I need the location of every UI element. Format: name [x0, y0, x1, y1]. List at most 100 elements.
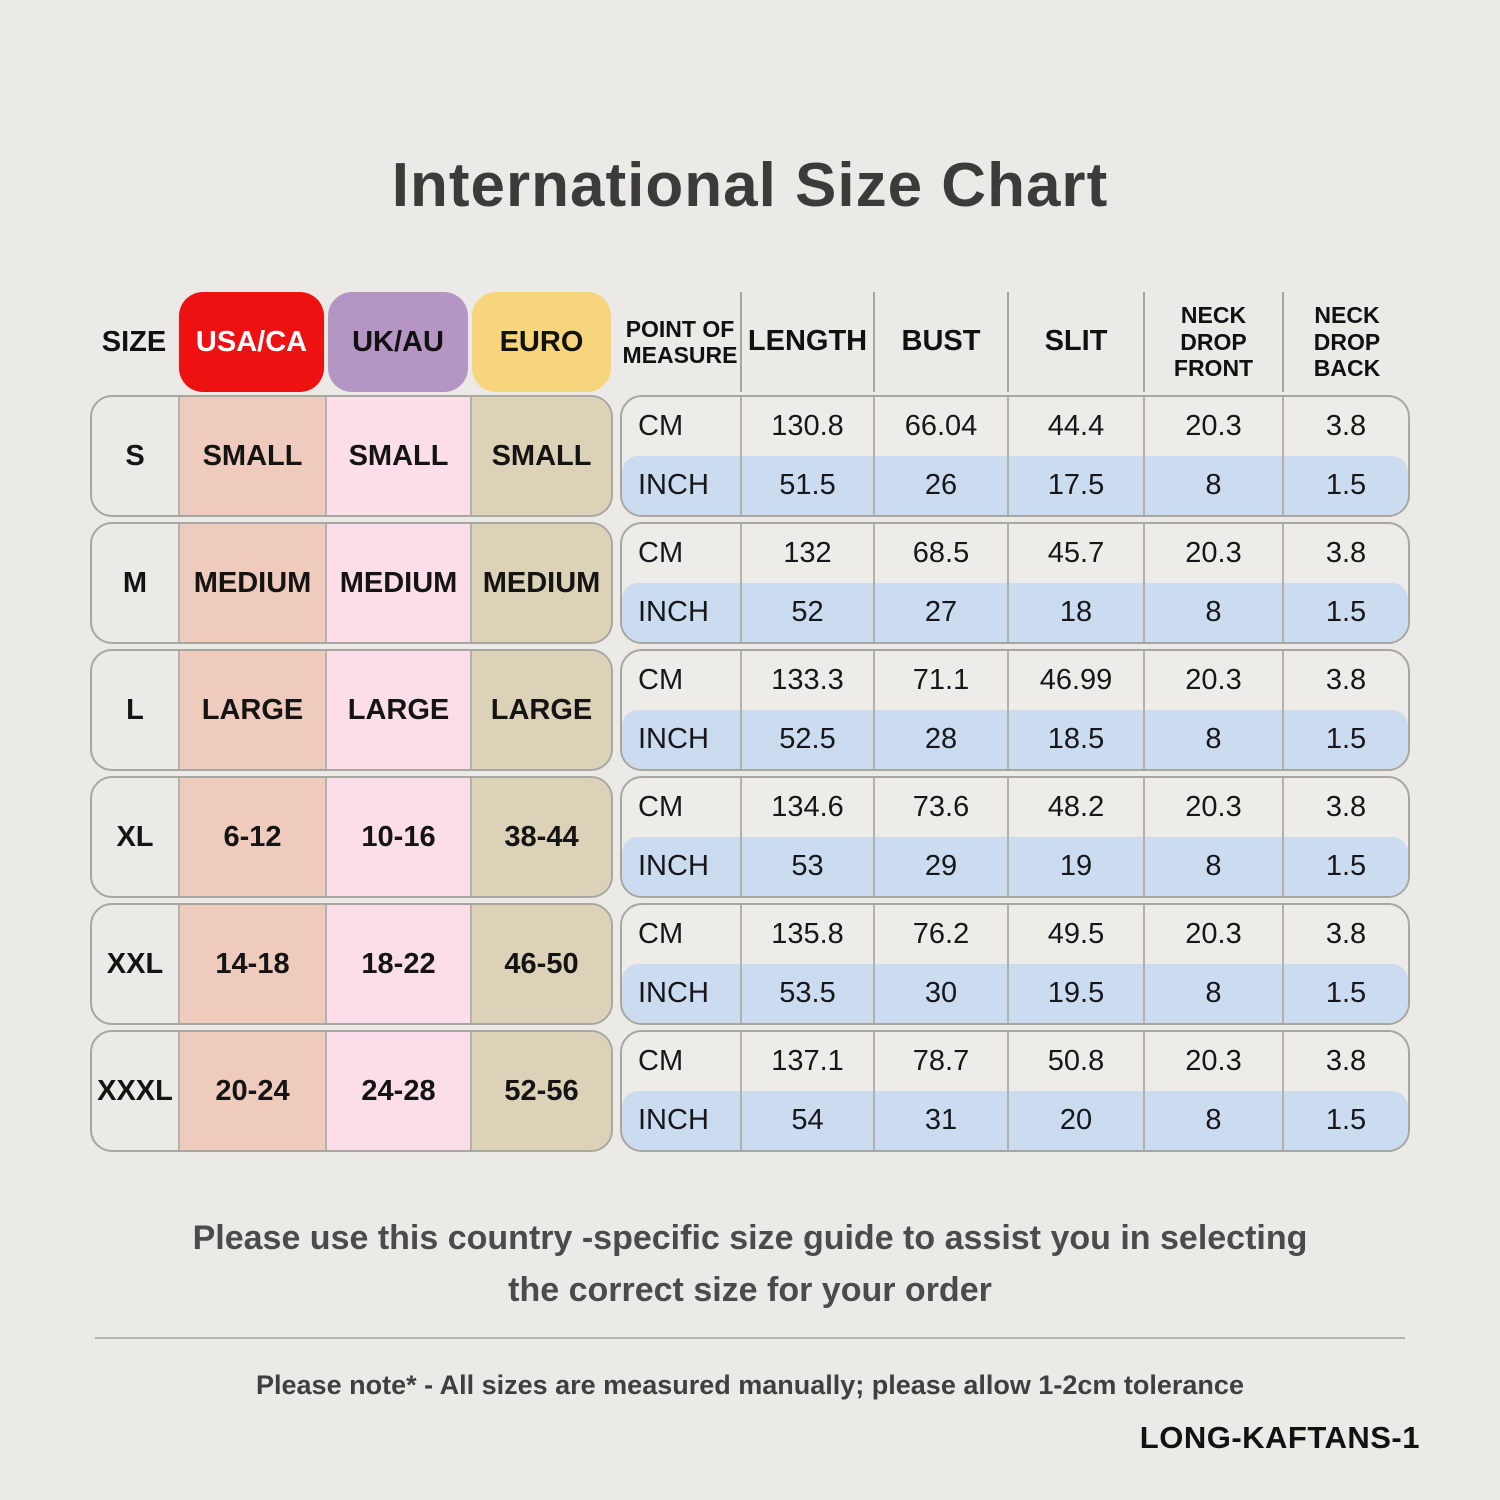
uk-value: LARGE: [325, 651, 470, 769]
neck-drop-back-header: NECK DROP BACK: [1282, 292, 1410, 392]
country-guide-note-line2: the correct size for your order: [508, 1271, 992, 1309]
inch-row: INCH 53.5 30 19.5 8 1.5: [622, 964, 1408, 1023]
neck-drop-front-value: 8: [1143, 710, 1282, 769]
uk-value: SMALL: [325, 397, 470, 515]
neck-drop-front-value: 20.3: [1143, 778, 1282, 837]
uk-value: MEDIUM: [325, 524, 470, 642]
cm-row: CM 130.8 66.04 44.4 20.3 3.8: [622, 397, 1408, 456]
length-value: 53: [740, 837, 873, 896]
size-row-l: L LARGE LARGE LARGE: [90, 649, 613, 771]
footer-divider: [95, 1337, 1405, 1339]
measure-group-xxl: CM 135.8 76.2 49.5 20.3 3.8 INCH 53.5 30…: [620, 903, 1410, 1025]
tolerance-note: Please note* - All sizes are measured ma…: [256, 1370, 1244, 1400]
cm-row: CM 137.1 78.7 50.8 20.3 3.8: [622, 1032, 1408, 1091]
size-row-xxl: XXL 14-18 18-22 46-50: [90, 903, 613, 1025]
size-row-s: S SMALL SMALL SMALL: [90, 395, 613, 517]
slit-value: 20: [1007, 1091, 1143, 1150]
bust-value: 29: [873, 837, 1007, 896]
page-title: International Size Chart: [391, 151, 1109, 220]
length-value: 133.3: [740, 651, 873, 710]
unit-label: CM: [638, 410, 684, 442]
cm-row: CM 134.6 73.6 48.2 20.3 3.8: [622, 778, 1408, 837]
unit-label: CM: [638, 791, 684, 823]
slit-value: 19.5: [1007, 964, 1143, 1023]
length-value: 52: [740, 583, 873, 642]
inch-row: INCH 54 31 20 8 1.5: [622, 1091, 1408, 1150]
measure-group-xl: CM 134.6 73.6 48.2 20.3 3.8 INCH 53 29 1…: [620, 776, 1410, 898]
unit-label: INCH: [638, 469, 709, 501]
euro-value: 52-56: [470, 1032, 611, 1150]
cm-row: CM 133.3 71.1 46.99 20.3 3.8: [622, 651, 1408, 710]
neck-drop-front-value: 20.3: [1143, 1032, 1282, 1091]
neck-drop-front-header: NECK DROP FRONT: [1143, 292, 1282, 392]
bust-value: 31: [873, 1091, 1007, 1150]
neck-drop-front-value: 8: [1143, 583, 1282, 642]
euro-value: LARGE: [470, 651, 611, 769]
usa-value: 14-18: [178, 905, 325, 1023]
bust-value: 78.7: [873, 1032, 1007, 1091]
neck-drop-back-value: 1.5: [1282, 710, 1408, 769]
euro-value: 38-44: [470, 778, 611, 896]
neck-drop-front-value: 8: [1143, 964, 1282, 1023]
neck-drop-back-value: 3.8: [1282, 397, 1408, 456]
bust-value: 66.04: [873, 397, 1007, 456]
length-value: 54: [740, 1091, 873, 1150]
unit-label: INCH: [638, 977, 709, 1009]
point-of-measure-header: POINT OF MEASURE: [622, 315, 738, 368]
unit-label: CM: [638, 537, 684, 569]
inch-row: INCH 51.5 26 17.5 8 1.5: [622, 456, 1408, 515]
slit-value: 48.2: [1007, 778, 1143, 837]
chart-reference-label: LONG-KAFTANS-1: [1139, 1420, 1420, 1455]
size-row-xxxl: XXXL 20-24 24-28 52-56: [90, 1030, 613, 1152]
length-header: LENGTH: [740, 292, 873, 392]
usa-value: LARGE: [178, 651, 325, 769]
euro-value: 46-50: [470, 905, 611, 1023]
length-value: 132: [740, 524, 873, 583]
size-label: XL: [116, 820, 154, 853]
slit-value: 18.5: [1007, 710, 1143, 769]
size-label: XXL: [106, 947, 164, 980]
euro-value: SMALL: [470, 397, 611, 515]
size-label: XXXL: [97, 1074, 173, 1107]
unit-label: INCH: [638, 723, 709, 755]
euro-header-badge: EURO: [472, 292, 611, 392]
neck-drop-front-value: 8: [1143, 837, 1282, 896]
measure-group-m: CM 132 68.5 45.7 20.3 3.8 INCH 52 27 18 …: [620, 522, 1410, 644]
inch-row: INCH 52.5 28 18.5 8 1.5: [622, 710, 1408, 769]
slit-value: 49.5: [1007, 905, 1143, 964]
neck-drop-back-value: 3.8: [1282, 1032, 1408, 1091]
country-guide-note-line1: Please use this country -specific size g…: [192, 1219, 1308, 1257]
uk-value: 24-28: [325, 1032, 470, 1150]
measurement-rows: CM 130.8 66.04 44.4 20.3 3.8 INCH 51.5 2…: [620, 395, 1410, 1152]
size-column-header: SIZE: [101, 325, 167, 358]
neck-drop-back-value: 1.5: [1282, 964, 1408, 1023]
slit-value: 50.8: [1007, 1032, 1143, 1091]
slit-value: 17.5: [1007, 456, 1143, 515]
length-value: 134.6: [740, 778, 873, 837]
neck-drop-back-value: 1.5: [1282, 583, 1408, 642]
usa-ca-header-badge: USA/CA: [179, 292, 324, 392]
bust-value: 27: [873, 583, 1007, 642]
size-row-m: M MEDIUM MEDIUM MEDIUM: [90, 522, 613, 644]
unit-label: INCH: [638, 596, 709, 628]
length-value: 52.5: [740, 710, 873, 769]
neck-drop-front-value: 20.3: [1143, 651, 1282, 710]
measure-header-row: POINT OF MEASURE LENGTH BUST SLIT NECK D…: [620, 292, 1410, 392]
usa-value: MEDIUM: [178, 524, 325, 642]
usa-value: 6-12: [178, 778, 325, 896]
neck-drop-back-value: 3.8: [1282, 778, 1408, 837]
neck-drop-back-value: 3.8: [1282, 651, 1408, 710]
measure-group-xxxl: CM 137.1 78.7 50.8 20.3 3.8 INCH 54 31 2…: [620, 1030, 1410, 1152]
euro-value: MEDIUM: [470, 524, 611, 642]
length-value: 130.8: [740, 397, 873, 456]
neck-drop-front-value: 20.3: [1143, 524, 1282, 583]
bust-value: 76.2: [873, 905, 1007, 964]
bust-value: 30: [873, 964, 1007, 1023]
neck-drop-front-value: 8: [1143, 1091, 1282, 1150]
unit-label: CM: [638, 664, 684, 696]
length-value: 137.1: [740, 1032, 873, 1091]
neck-drop-back-value: 1.5: [1282, 456, 1408, 515]
uk-au-header-badge: UK/AU: [328, 292, 468, 392]
uk-value: 18-22: [325, 905, 470, 1023]
